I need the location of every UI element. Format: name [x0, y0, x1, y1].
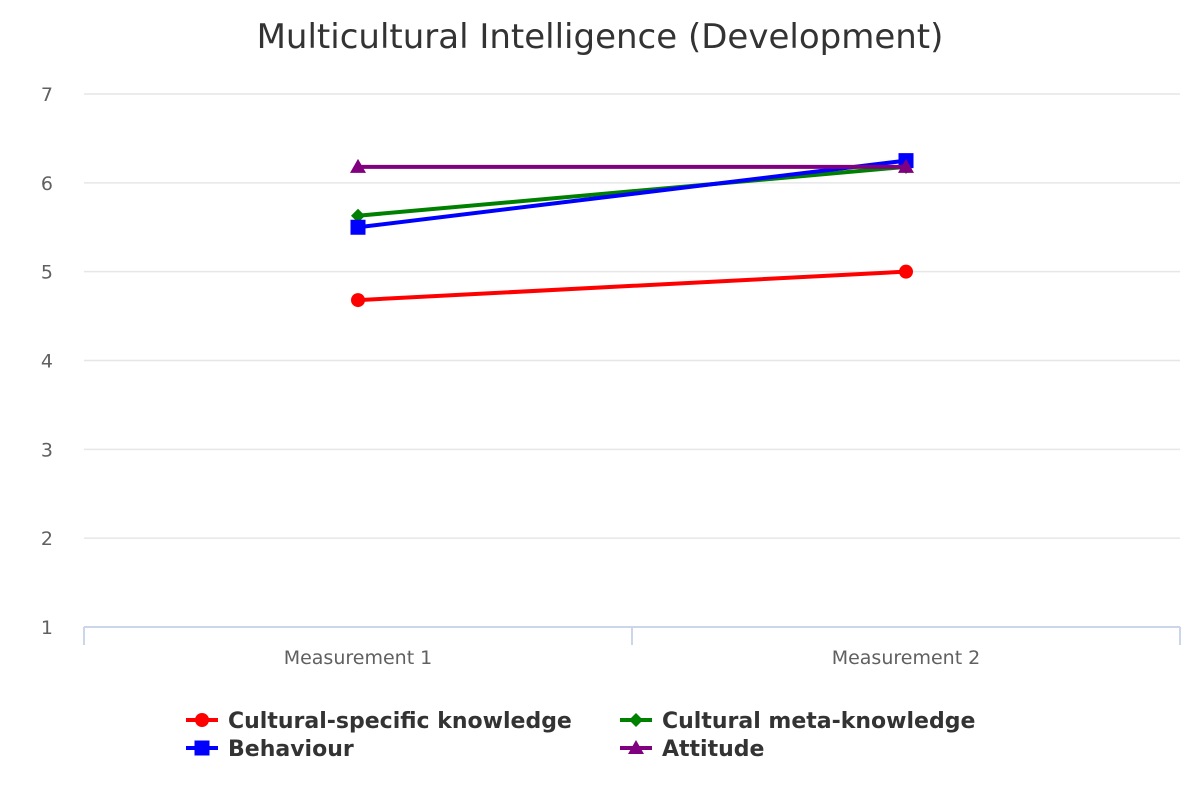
y-axis-ticks: 1 2 3 4 5 6 7 — [41, 84, 53, 639]
legend-marker-attitude — [628, 740, 644, 754]
y-tick-label-2: 2 — [41, 528, 53, 550]
data-point-cultural-specific-knowledge-1 — [351, 293, 365, 308]
series-lines — [350, 153, 914, 308]
y-tick-label-3: 3 — [41, 439, 53, 461]
y-tick-label-5: 5 — [41, 262, 53, 284]
data-point-cultural-specific-knowledge-2 — [899, 264, 913, 279]
grid-lines — [84, 93, 1180, 539]
y-tick-label-6: 6 — [41, 173, 53, 195]
legend-label-attitude: Attitude — [662, 737, 764, 762]
series-cultural-specific-knowledge — [351, 264, 913, 308]
legend-label-behaviour: Behaviour — [228, 737, 354, 762]
data-point-cultural-meta-knowledge-1 — [351, 208, 365, 223]
legend-marker-cultural-specific-knowledge — [195, 713, 209, 727]
y-tick-label-7: 7 — [41, 84, 53, 106]
legend-marker-behaviour — [194, 740, 210, 756]
data-point-behaviour-1 — [350, 219, 366, 235]
legend-item-cultural-meta-knowledge[interactable]: Cultural meta-knowledge — [620, 709, 975, 734]
x-tick-label-1: Measurement 1 — [284, 647, 433, 669]
legend-item-behaviour[interactable]: Behaviour — [186, 737, 354, 762]
y-tick-label-4: 4 — [41, 351, 53, 373]
legend: Cultural-specific knowledge Cultural meta… — [186, 709, 975, 762]
data-point-attitude-1 — [350, 158, 366, 173]
x-axis-ticks: Measurement 1 Measurement 2 — [284, 647, 981, 669]
legend-marker-cultural-meta-knowledge — [629, 713, 643, 727]
legend-item-cultural-specific-knowledge[interactable]: Cultural-specific knowledge — [186, 709, 572, 734]
series-line-behaviour — [356, 158, 908, 230]
data-point-attitude-2 — [898, 158, 914, 173]
legend-label-cultural-specific-knowledge: Cultural-specific knowledge — [228, 709, 572, 734]
legend-label-cultural-meta-knowledge: Cultural meta-knowledge — [662, 709, 975, 734]
series-line-cultural-specific-knowledge — [356, 269, 908, 303]
x-axis — [83, 626, 1181, 645]
y-tick-label-1: 1 — [41, 617, 53, 639]
series-attitude — [350, 158, 914, 173]
x-tick-label-2: Measurement 2 — [832, 647, 981, 669]
chart-title: Multicultural Intelligence (Development) — [257, 17, 944, 57]
legend-item-attitude[interactable]: Attitude — [620, 737, 764, 762]
series-line-cultural-meta-knowledge — [356, 164, 908, 218]
